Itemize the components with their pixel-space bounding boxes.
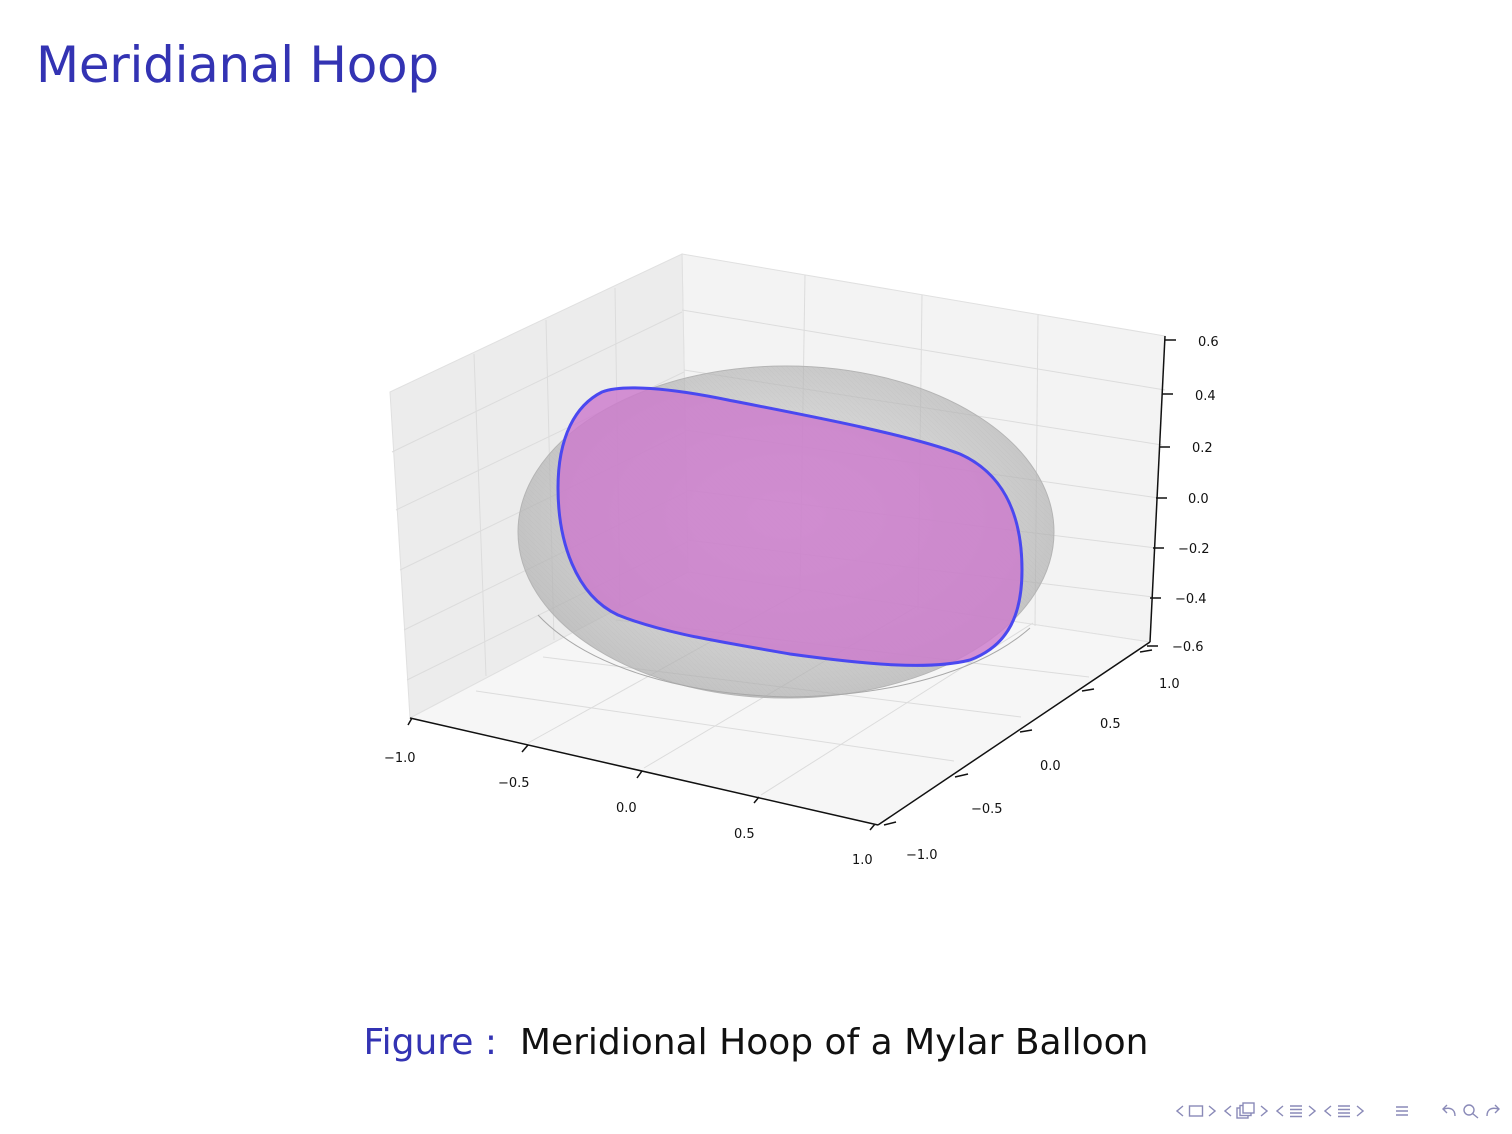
x-tick-label: 0.0 [616,801,637,816]
subsection-prev-icon[interactable] [1224,1105,1232,1117]
section-next-icon[interactable] [1308,1105,1316,1117]
y-tick-label: 0.5 [1100,717,1121,732]
z-tick-label: −0.4 [1175,592,1207,607]
align-icon[interactable] [1394,1103,1410,1119]
section-prev-icon[interactable] [1276,1105,1284,1117]
frame-prev-icon[interactable] [1176,1105,1184,1117]
figure-caption: Figure : Meridional Hoop of a Mylar Ball… [0,1022,1512,1063]
section-icon[interactable] [1288,1103,1304,1119]
meridional-hoop [556,386,1024,667]
y-tick-labels: −1.0 −0.5 0.0 0.5 1.0 [906,677,1180,863]
x-tick-labels: −1.0 −0.5 0.0 0.5 1.0 [384,751,873,868]
x-tick-label: −1.0 [384,751,416,766]
x-axis [407,717,879,831]
slide-title: Meridianal Hoop [36,36,439,94]
y-tick-label: −0.5 [971,802,1003,817]
z-tick-label: 0.0 [1188,492,1209,507]
plot-svg: −1.0 −0.5 0.0 0.5 1.0 −1.0 −0.5 0.0 0.5 … [384,253,1219,868]
z-tick-label: −0.2 [1178,542,1210,557]
z-tick-label: 0.2 [1192,441,1213,456]
search-icon[interactable] [1462,1103,1480,1119]
forward-icon[interactable] [1484,1103,1502,1119]
surface-front-edge [537,614,1031,698]
frame-next-icon[interactable] [1208,1105,1216,1117]
doc-icon[interactable] [1336,1103,1352,1119]
y-tick-label: −1.0 [906,848,938,863]
nav-subsection-group [1224,1102,1268,1120]
z-tick-label: −0.6 [1172,640,1204,655]
caption-text: Meridional Hoop of a Mylar Balloon [519,1022,1149,1063]
y-tick-label: 1.0 [1159,677,1180,692]
nav-frame-group [1176,1104,1216,1118]
doc-prev-icon[interactable] [1324,1105,1332,1117]
z-tick-label: 0.6 [1198,335,1219,350]
y-tick-label: 0.0 [1040,759,1061,774]
caption-label: Figure : [363,1022,498,1063]
y-axis [877,641,1153,826]
figure-3d-plot: −1.0 −0.5 0.0 0.5 1.0 −1.0 −0.5 0.0 0.5 … [370,240,1240,880]
x-tick-label: −0.5 [498,776,530,791]
beamer-navigation-bar [1176,1098,1502,1124]
x-tick-label: 1.0 [852,853,873,868]
doc-next-icon[interactable] [1356,1105,1364,1117]
subsection-next-icon[interactable] [1260,1105,1268,1117]
back-icon[interactable] [1440,1103,1458,1119]
subsection-icon[interactable] [1236,1102,1256,1120]
z-axis [1147,335,1176,647]
nav-search-group [1440,1103,1502,1119]
x-tick-label: 0.5 [734,827,755,842]
nav-section-group [1276,1103,1316,1119]
z-tick-label: 0.4 [1195,389,1216,404]
nav-doc-group [1324,1103,1364,1119]
z-tick-labels: 0.6 0.4 0.2 0.0 −0.2 −0.4 −0.6 [1172,335,1219,655]
frame-icon[interactable] [1188,1104,1204,1118]
